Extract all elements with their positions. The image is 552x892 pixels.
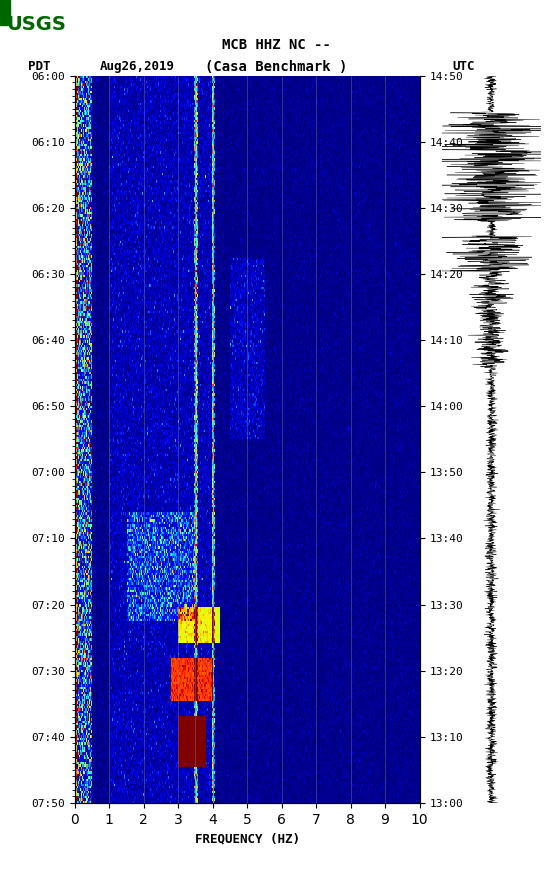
Bar [0, 0, 10, 24]
Text: Aug26,2019: Aug26,2019 [99, 61, 174, 73]
Text: UTC: UTC [453, 61, 475, 73]
Text: USGS: USGS [7, 15, 66, 34]
Text: PDT: PDT [28, 61, 50, 73]
Text: (Casa Benchmark ): (Casa Benchmark ) [205, 60, 347, 74]
Text: MCB HHZ NC --: MCB HHZ NC -- [221, 37, 331, 52]
X-axis label: FREQUENCY (HZ): FREQUENCY (HZ) [194, 832, 300, 845]
